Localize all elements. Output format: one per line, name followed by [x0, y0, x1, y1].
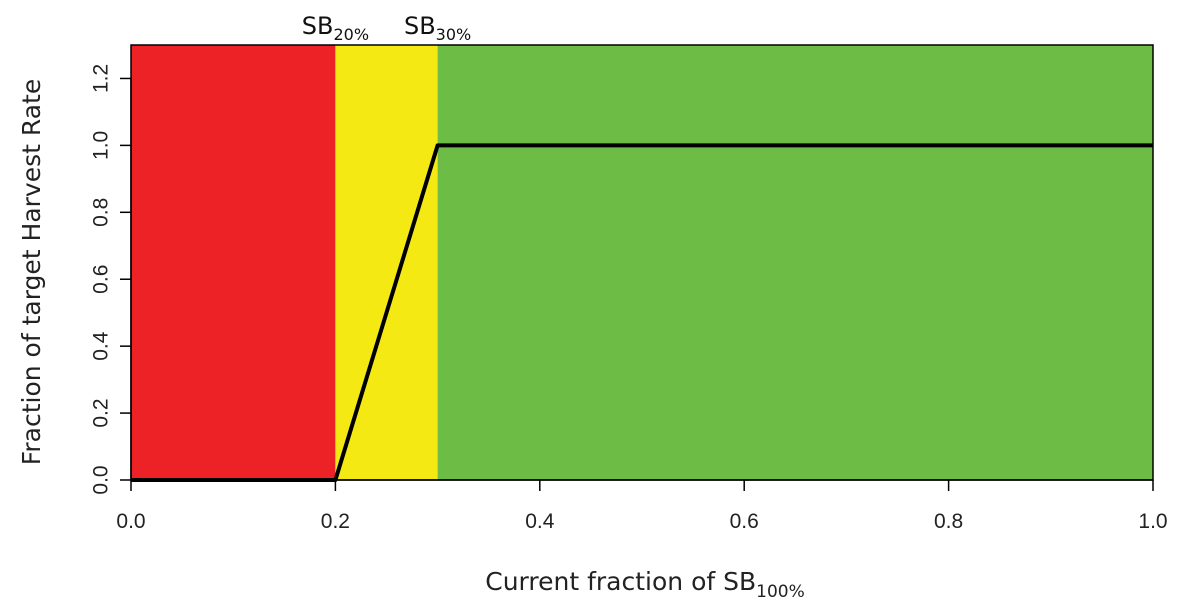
x-tick-label: 0.4	[525, 510, 555, 533]
x-tick-label: 0.8	[934, 510, 963, 533]
x-axis-title-subscript: 100%	[756, 582, 805, 602]
annotation-main: SB	[404, 12, 436, 40]
y-axis: 0.0 0.2 0.4 0.6 0.8 1.0 1.2	[89, 64, 132, 495]
annotation-subscript: 30%	[436, 25, 472, 44]
y-tick-label: 0.8	[89, 198, 112, 227]
y-tick-label: 0.4	[89, 331, 112, 361]
annotation-subscript: 20%	[333, 25, 369, 44]
x-tick-label: 1.0	[1138, 510, 1167, 533]
x-tick-label: 0.2	[321, 510, 350, 533]
y-tick-label: 1.0	[89, 131, 112, 160]
annotation-label-0: SB20%	[302, 12, 369, 44]
x-axis-title-main: Current fraction of SB	[485, 567, 756, 596]
x-tick-label: 0.0	[116, 510, 145, 533]
annotation-label-1: SB30%	[404, 12, 471, 44]
x-tick-label: 0.6	[730, 510, 759, 533]
zone-yellow	[335, 45, 438, 480]
zone-green	[437, 45, 1154, 480]
x-axis: 0.0 0.2 0.4 0.6 0.8 1.0	[116, 479, 1168, 533]
y-tick-label: 1.2	[89, 64, 112, 93]
y-tick-label: 0.2	[89, 398, 112, 427]
zone-layer	[131, 45, 1154, 480]
zone-red	[131, 45, 336, 480]
y-axis-title: Fraction of target Harvest Rate	[17, 79, 46, 465]
annotation-layer: SB20% SB30%	[302, 12, 471, 44]
annotation-main: SB	[302, 12, 334, 40]
y-tick-label: 0.6	[89, 265, 112, 294]
y-tick-label: 0.0	[89, 465, 112, 494]
x-axis-title: Current fraction of SB100%	[485, 567, 805, 602]
